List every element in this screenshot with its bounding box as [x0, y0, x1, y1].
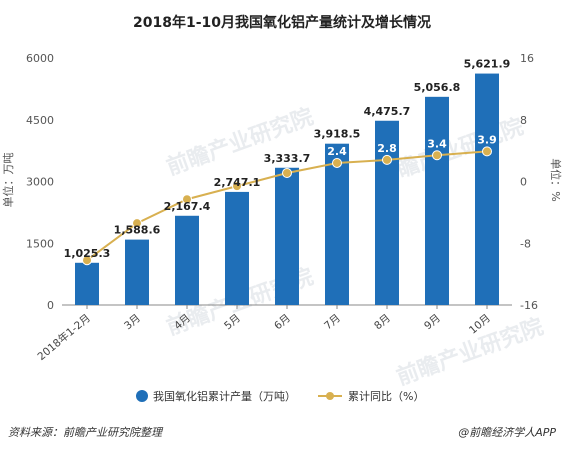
- y-right-tick-label: 0: [520, 176, 527, 189]
- y-left-tick-label: 1500: [26, 237, 54, 250]
- bar: [175, 215, 199, 305]
- bar: [425, 96, 449, 305]
- source-note: 资料来源：前瞻产业研究院整理: [8, 426, 164, 439]
- y-right-tick-label: -16: [520, 299, 538, 312]
- x-tick-label: 6月: [272, 312, 293, 332]
- y-right-axis-label: 单位：%: [549, 158, 563, 201]
- line-value-label: 2.8: [377, 142, 397, 155]
- data-labels: 1,025.31,588.62,167.42,747.13,333.73,918…: [64, 58, 511, 260]
- line-value-label: 3.4: [427, 137, 447, 150]
- bar-value-label: 3,333.7: [264, 152, 311, 165]
- bar-value-label: 2,747.1: [214, 176, 261, 189]
- y-left-tick-label: 4500: [26, 114, 54, 127]
- y-right-tick-label: 16: [520, 52, 534, 65]
- bar: [325, 143, 349, 305]
- line-point: [182, 194, 192, 205]
- line-point: [82, 255, 92, 266]
- legend-line-dot: [326, 392, 334, 400]
- legend-line-label: 累计同比（%）: [348, 390, 424, 403]
- bar-value-label: 5,621.9: [464, 58, 511, 71]
- line-series: [82, 146, 492, 266]
- x-tick-label: 9月: [422, 312, 443, 332]
- y-left-axis-label: 单位：万吨: [1, 153, 15, 208]
- chart-title: 2018年1-10月我国氧化铝产量统计及增长情况: [133, 14, 431, 31]
- y-right-tick-label: 8: [520, 114, 527, 127]
- bar: [125, 239, 149, 305]
- bar: [475, 73, 499, 305]
- line-point: [482, 146, 492, 157]
- line-point: [232, 181, 242, 192]
- x-tick-label: 7月: [322, 312, 343, 332]
- line-value-label: 2.4: [327, 145, 347, 158]
- bar-value-label: 3,918.5: [314, 128, 361, 141]
- legend-bar-label: 我国氧化铝累计产量（万吨）: [153, 389, 296, 403]
- legend: 我国氧化铝累计产量（万吨） 累计同比（%）: [136, 389, 424, 403]
- line-point: [332, 157, 342, 168]
- bar: [275, 167, 299, 305]
- x-tick-label: 3月: [122, 312, 143, 332]
- x-tick-label: 2018年1-2月: [35, 311, 93, 363]
- bar-value-label: 5,056.8: [414, 81, 461, 94]
- bar-value-label: 2,167.4: [164, 200, 211, 213]
- bar-value-label: 1,025.3: [64, 247, 111, 260]
- brand-credit: @前瞻经济学人APP: [458, 426, 556, 439]
- bar: [225, 191, 249, 305]
- bar: [75, 262, 99, 305]
- line-point: [382, 154, 392, 165]
- legend-bar-marker: [136, 390, 148, 402]
- line-point: [132, 218, 142, 229]
- bar: [375, 120, 399, 305]
- x-tick-label: 8月: [372, 312, 393, 332]
- line-point: [432, 150, 442, 161]
- y-right-tick-label: -8: [520, 237, 531, 250]
- line-value-label: 3.9: [477, 133, 497, 146]
- y-left-tick-label: 6000: [26, 52, 54, 65]
- y-left-tick-label: 0: [47, 299, 54, 312]
- bar-value-label: 1,588.6: [114, 224, 161, 237]
- bar-value-label: 4,475.7: [364, 105, 411, 118]
- line-point: [282, 168, 292, 179]
- bar-series: [75, 73, 499, 305]
- y-left-tick-label: 3000: [26, 176, 54, 189]
